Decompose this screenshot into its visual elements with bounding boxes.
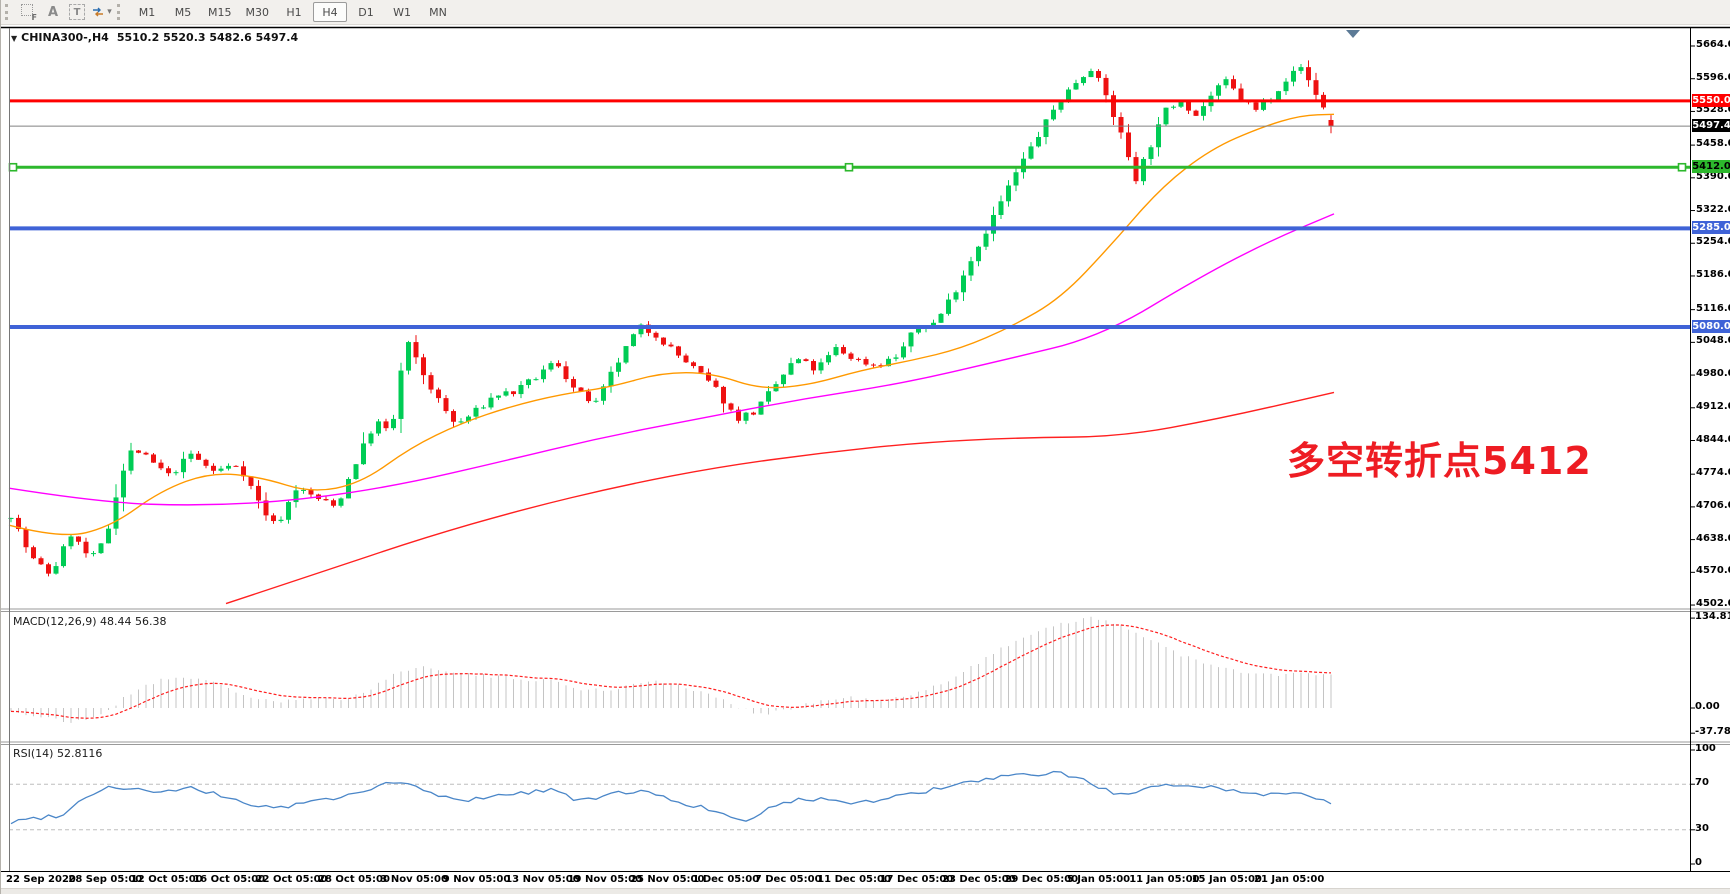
timeframe-button-D1[interactable]: D1 xyxy=(358,5,374,19)
indicator-window-icon[interactable]: F xyxy=(17,2,41,22)
dropdown-caret-icon: ▾ xyxy=(107,7,112,17)
timeframe-button-H1[interactable]: H1 xyxy=(286,5,302,19)
timeframe-button-M15[interactable]: M15 xyxy=(208,5,232,19)
hline-handle[interactable] xyxy=(8,162,18,172)
timeframe-button-W1[interactable]: W1 xyxy=(393,5,411,19)
timeframe-button-MN[interactable]: MN xyxy=(429,5,447,19)
timeframe-button-M5[interactable]: M5 xyxy=(174,5,192,19)
timeframe-button-M1[interactable]: M1 xyxy=(138,5,156,19)
timeframe-button-H4[interactable]: H4 xyxy=(313,2,347,22)
hline-handle[interactable] xyxy=(844,162,854,172)
toolbar-grip[interactable] xyxy=(117,4,122,20)
hline-handle[interactable] xyxy=(1677,162,1687,172)
timeframe-button-M30[interactable]: M30 xyxy=(245,5,270,19)
toolbar-grip[interactable] xyxy=(5,4,10,20)
scroll-to-end-marker[interactable] xyxy=(1346,30,1360,38)
main-toolbar: F A T ▾ M1 M5 M15 M30 H1 H4 D1 W1 MN xyxy=(1,0,1730,25)
timeframe-group: M1 M5 M15 M30 H1 H4 D1 W1 MN xyxy=(129,2,456,22)
cycle-arrows-icon xyxy=(93,7,104,17)
insert-label-icon[interactable]: A xyxy=(47,4,59,20)
cycle-symbols-icon[interactable]: ▾ xyxy=(89,2,113,22)
bottom-strip xyxy=(1,888,1730,894)
text-tool-icon[interactable]: T xyxy=(65,2,89,22)
